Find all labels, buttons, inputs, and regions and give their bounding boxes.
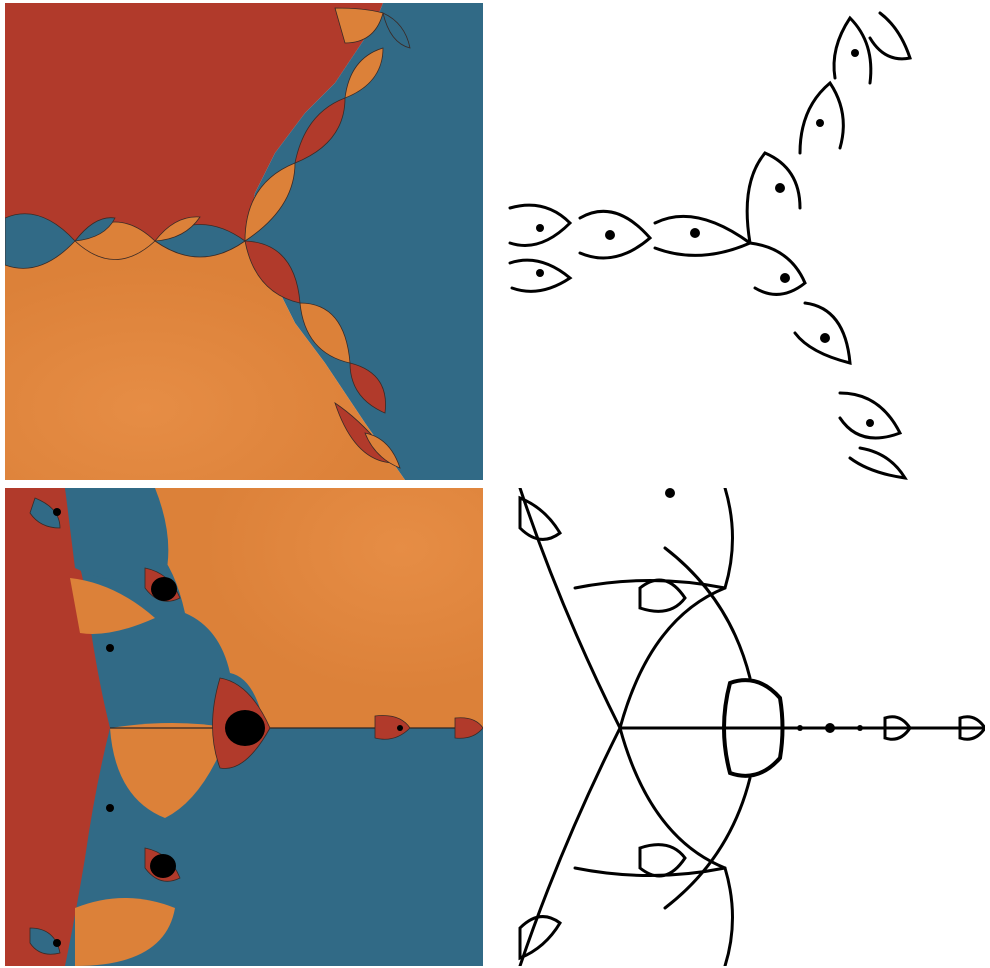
- orange-basin: [5, 241, 405, 480]
- orange-basin-mid: [110, 723, 230, 818]
- basin-plot-top-left: [5, 3, 483, 480]
- julia-set-top-right-graphic: [500, 3, 985, 480]
- julia-set-dots: [665, 488, 863, 733]
- blue-basin: [245, 3, 483, 480]
- julia-set-curve: [508, 11, 912, 480]
- blue-basin-top-lobe: [65, 488, 169, 582]
- basin-plot-bottom-left-graphic: [5, 488, 483, 966]
- orange-basin-top: [155, 488, 483, 728]
- basin-plot-top-left-graphic: [5, 3, 483, 480]
- julia-set-bottom-right: [500, 488, 985, 966]
- basin-plot-bottom-left: [5, 488, 483, 966]
- fractal-boundary: [5, 7, 411, 469]
- julia-set-dots: [536, 49, 874, 427]
- julia-set-bottom-right-graphic: [500, 488, 985, 966]
- julia-set-top-right: [500, 3, 985, 480]
- red-basin: [5, 3, 383, 241]
- orange-basin-bottom: [75, 898, 175, 966]
- julia-set-curve: [518, 488, 985, 966]
- orange-basin-left-upper: [70, 578, 155, 634]
- attractor-blobs: [53, 508, 403, 947]
